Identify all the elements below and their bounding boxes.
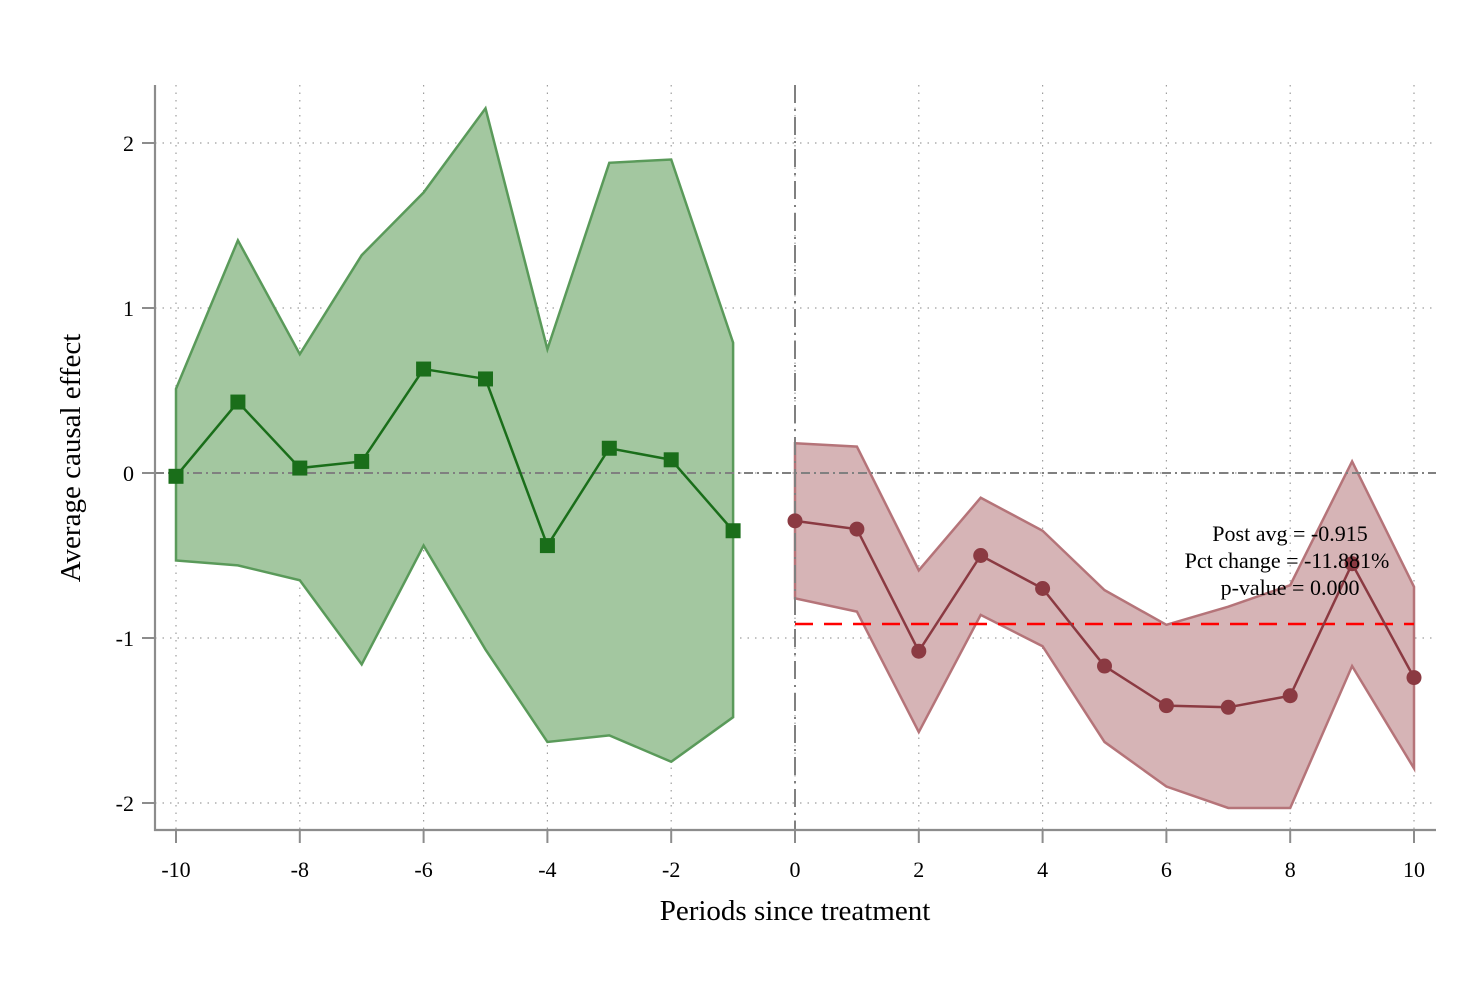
data-point-post xyxy=(1344,556,1360,572)
x-tick-label: -10 xyxy=(161,857,190,882)
y-axis-title: Average causal effect xyxy=(55,334,87,582)
data-point-pre xyxy=(725,523,741,539)
data-point-post xyxy=(1035,581,1051,596)
reference-lines xyxy=(155,85,1436,830)
confidence-bands xyxy=(174,105,1416,810)
data-point-post xyxy=(787,513,803,529)
x-tick-label: -2 xyxy=(662,857,680,882)
y-tick-label: 1 xyxy=(123,296,134,321)
data-point-post xyxy=(1406,670,1422,686)
x-tick-label: 6 xyxy=(1161,857,1172,882)
data-point-pre xyxy=(292,460,308,476)
series-line-pre xyxy=(175,367,735,549)
data-point-pre xyxy=(601,440,617,456)
data-series xyxy=(168,361,1422,715)
y-tick-label: 0 xyxy=(123,461,134,486)
x-axis-title: Periods since treatment xyxy=(660,895,931,927)
annotation-box: Post avg = -0.915 Pct change = -11.881% … xyxy=(1185,521,1390,600)
data-point-post xyxy=(1097,658,1112,674)
ci-band-pre xyxy=(174,105,735,764)
x-tick-label: 10 xyxy=(1403,857,1425,882)
data-point-pre xyxy=(230,394,246,410)
data-point-post xyxy=(973,548,989,563)
y-tick-label: -2 xyxy=(116,791,134,816)
data-point-pre xyxy=(168,468,184,484)
x-tick-label: 4 xyxy=(1037,857,1048,882)
data-point-pre xyxy=(539,538,555,554)
data-point-post xyxy=(911,643,927,659)
data-point-pre xyxy=(478,371,493,387)
x-tick-label: 8 xyxy=(1285,857,1296,882)
y-tick-label: 2 xyxy=(123,131,134,156)
data-point-post xyxy=(1282,688,1298,704)
data-point-pre xyxy=(354,453,370,469)
x-tick-label: 0 xyxy=(790,857,801,882)
x-tick-label: 2 xyxy=(913,857,924,882)
ci-band-post xyxy=(793,441,1416,810)
data-point-pre xyxy=(416,361,432,377)
data-point-post xyxy=(849,521,865,537)
annotation-p-value: p-value = 0.000 xyxy=(1221,575,1360,600)
x-tick-label: -4 xyxy=(538,857,556,882)
data-point-post xyxy=(1220,699,1236,715)
annotation-pct-change: Pct change = -11.881% xyxy=(1185,548,1390,573)
data-point-post xyxy=(1158,698,1174,714)
data-point-pre xyxy=(663,452,679,468)
x-tick-label: -6 xyxy=(414,857,432,882)
x-tick-label: -8 xyxy=(291,857,309,882)
y-tick-label: -1 xyxy=(116,626,134,651)
annotation-post-avg: Post avg = -0.915 xyxy=(1212,521,1367,546)
